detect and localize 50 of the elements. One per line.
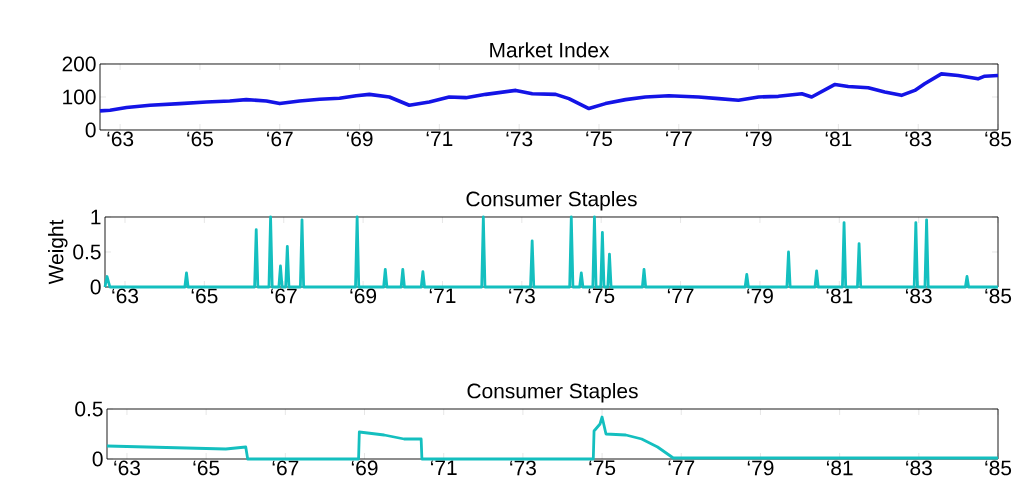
x-tick-label: ‘75 <box>588 288 615 304</box>
x-tick-label: ‘75 <box>586 131 613 147</box>
x-tick-label: ‘63 <box>114 460 140 476</box>
y-axis-title: Weight <box>48 219 68 285</box>
x-tick-label: ‘71 <box>426 131 453 146</box>
y-tick-label: 0 <box>92 451 103 467</box>
x-tick-label: ‘75 <box>589 460 616 476</box>
line-series <box>98 72 1000 113</box>
x-tick-label: ‘73 <box>510 460 536 476</box>
y-tick-label: 0 <box>85 122 96 138</box>
x-tick-label: ‘71 <box>431 460 457 475</box>
y-tick-label: 0.5 <box>73 244 101 260</box>
chart-title: Market Index <box>490 42 610 58</box>
x-tick-label: ‘79 <box>747 288 773 304</box>
x-tick-label: ‘69 <box>351 460 378 476</box>
x-tick-label: ‘81 <box>825 131 852 147</box>
y-tick-label: 1 <box>91 209 101 225</box>
x-tick-label: ‘67 <box>271 288 297 304</box>
chart-title: Consumer Staples <box>467 383 638 403</box>
x-tick-label: ‘65 <box>191 288 218 304</box>
x-tick-label: ‘77 <box>666 131 692 146</box>
x-tick-label: ‘83 <box>905 131 932 147</box>
x-tick-label: ‘63 <box>107 131 134 147</box>
x-tick-label: ‘65 <box>193 460 220 476</box>
y-tick-label: 200 <box>62 56 96 72</box>
y-tick-label: 0.5 <box>75 401 103 417</box>
x-tick-label: ‘83 <box>906 460 932 476</box>
y-tick-label: 100 <box>63 89 96 105</box>
x-tick-label: ‘77 <box>668 460 695 475</box>
line-series <box>103 215 1000 289</box>
x-tick-label: ‘79 <box>745 131 772 147</box>
x-tick-label: ‘81 <box>826 288 853 304</box>
x-tick-label: ‘63 <box>112 288 139 304</box>
x-tick-label: ‘77 <box>667 288 694 303</box>
x-tick-label: ‘69 <box>350 288 377 304</box>
x-tick-label: ‘73 <box>509 288 535 304</box>
x-tick-label: ‘79 <box>747 460 774 476</box>
x-tick-label: ‘67 <box>272 460 299 476</box>
x-tick-label: ‘71 <box>429 288 456 303</box>
x-tick-label: ‘67 <box>267 131 293 147</box>
x-tick-label: ‘73 <box>506 131 533 147</box>
x-tick-label: ‘85 <box>985 131 1012 147</box>
x-tick-label: ‘65 <box>187 131 213 147</box>
x-tick-label: ‘83 <box>905 288 932 304</box>
x-tick-label: ‘69 <box>346 131 373 147</box>
x-tick-label: ‘85 <box>985 460 1012 476</box>
y-tick-label: 0 <box>90 279 101 295</box>
x-tick-label: ‘85 <box>985 288 1012 304</box>
chart-title: Consumer Staples <box>466 191 637 211</box>
x-tick-label: ‘81 <box>826 460 853 476</box>
